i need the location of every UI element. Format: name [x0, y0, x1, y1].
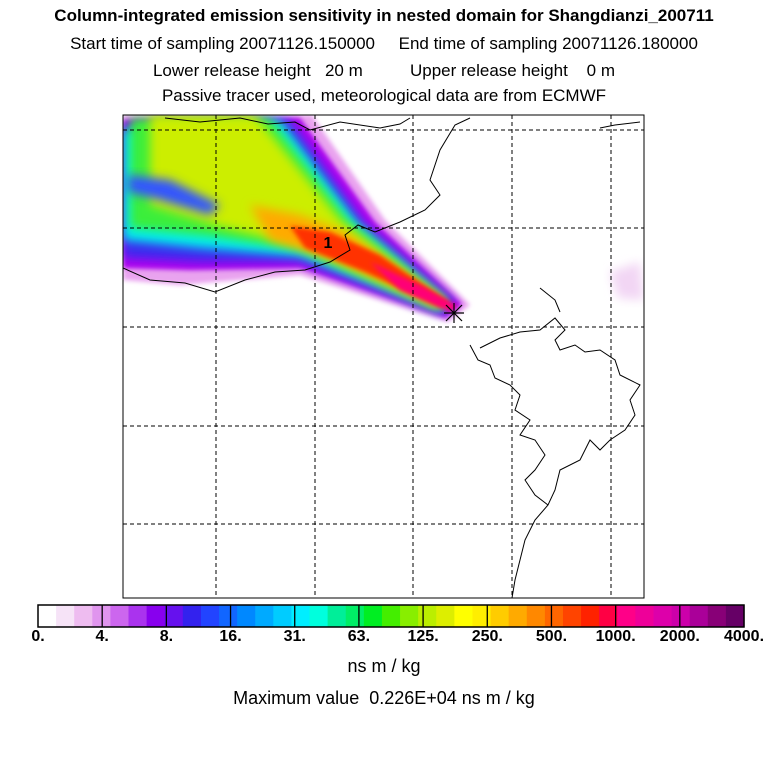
colorbar-cell [219, 605, 238, 627]
colorbar-cell [345, 605, 365, 627]
colorbar-separators [101, 605, 681, 627]
colorbar-cell [110, 605, 130, 627]
colorbar-cell [490, 605, 510, 627]
coastlines [123, 117, 641, 598]
sampling-time-line: Start time of sampling 20071126.150000 E… [70, 34, 698, 53]
colorbar-tick-label: 1000. [595, 628, 636, 645]
plume-field [123, 115, 644, 322]
colorbar-cell [146, 605, 166, 627]
colorbar-cell [273, 605, 293, 627]
colorbar-cell [400, 605, 419, 627]
colorbar-cell [689, 605, 709, 627]
colorbar-cell [436, 605, 455, 627]
colorbar-cell [454, 605, 474, 627]
colorbar-cell [255, 605, 274, 627]
colorbar-cell [237, 605, 256, 627]
colorbar-cell [725, 605, 745, 627]
colorbar-cell [617, 605, 636, 627]
graticule [123, 115, 644, 598]
release-height-line: Lower release height 20 m Upper release … [152, 61, 616, 80]
colorbar-cell [653, 605, 673, 627]
colorbar-cell [38, 605, 57, 627]
tracer-note-line: Passive tracer used, meteorological data… [161, 86, 607, 105]
colorbar-cell [562, 605, 582, 627]
colorbar-cell [309, 605, 329, 627]
colorbar-cell [291, 605, 311, 627]
colorbar-unit: ns m / kg [347, 656, 421, 676]
maximum-value-text: Maximum value 0.226E+04 ns m / kg [233, 688, 535, 708]
colorbar-cell [74, 605, 93, 627]
colorbar-cell [508, 605, 528, 627]
colorbar-tick-label: 500. [535, 628, 568, 645]
colorbar-cell [671, 605, 691, 627]
colorbar-tick-label: 63. [347, 628, 371, 645]
colorbar-cell [327, 605, 347, 627]
colorbar-cell [581, 605, 600, 627]
colorbar-cell [599, 605, 618, 627]
colorbar-cell [363, 605, 383, 627]
colorbar-tick-label: 4. [95, 628, 109, 645]
colorbar-cell [164, 605, 184, 627]
colorbar-cell [182, 605, 202, 627]
map-title: Column-integrated emission sensitivity i… [54, 6, 714, 25]
colorbar-cells [38, 605, 745, 627]
colorbar-cell [56, 605, 75, 627]
colorbar-tick-label: 4000. [723, 628, 765, 645]
colorbar-tick-label: 125. [407, 628, 439, 645]
map-frame [122, 114, 645, 599]
colorbar-frame [37, 604, 745, 628]
colorbar-tick-label: 16. [219, 628, 242, 645]
colorbar-cell [635, 605, 655, 627]
colorbar-tick-label: 0. [31, 628, 45, 645]
colorbar-cell [128, 605, 148, 627]
colorbar-cell [526, 605, 546, 627]
colorbar-cell [381, 605, 401, 627]
colorbar-tick-label: 8. [159, 628, 174, 645]
colorbar-tick-label: 31. [283, 628, 306, 645]
colorbar-cell [472, 605, 492, 627]
colorbar-cell [544, 605, 564, 627]
colorbar-cell [418, 605, 437, 627]
colorbar-cell [707, 605, 727, 627]
colorbar-tick-label: 2000. [659, 628, 700, 645]
receptor-marker [444, 303, 464, 323]
colorbar-cell [200, 605, 220, 627]
contour-label: 1 [324, 235, 333, 252]
colorbar-tick-label: 250. [471, 628, 503, 645]
